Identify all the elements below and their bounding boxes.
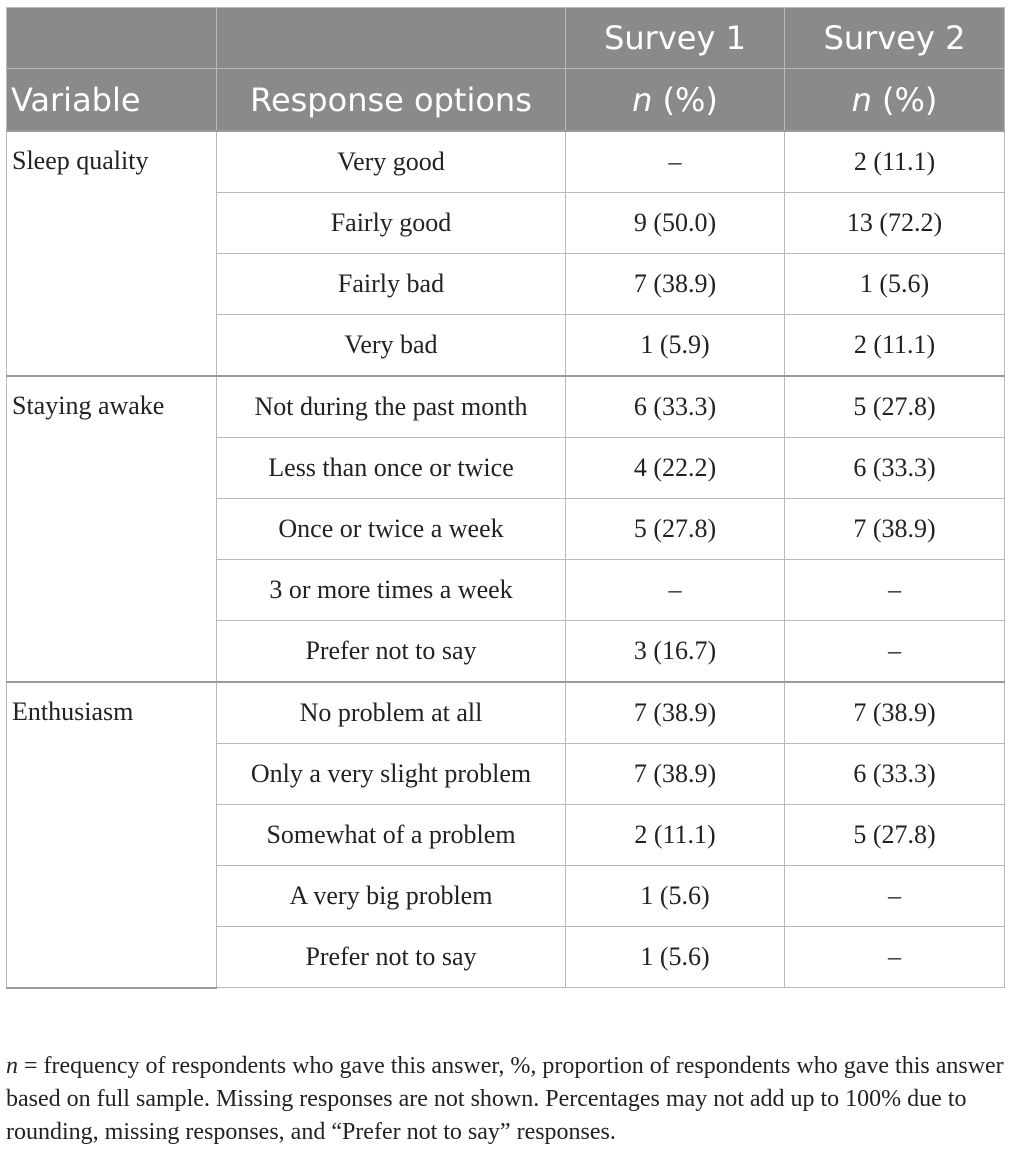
survey-1-cell: 5 (27.8) <box>565 498 785 560</box>
header-response-options: Response options <box>216 68 566 132</box>
table-row: 3 or more times a week – – <box>7 559 1005 621</box>
survey-2-cell: 5 (27.8) <box>784 804 1005 866</box>
survey-1-cell: 1 (5.6) <box>565 926 785 988</box>
response-option-cell: Prefer not to say <box>216 620 566 683</box>
table-body: Sleep quality Very good –2 (11.1) Fairly go… <box>6 130 1005 989</box>
table-row: Only a very slight problem 7 (38.9) 6 (33.… <box>7 743 1005 805</box>
survey-2-cell: – <box>784 865 1005 927</box>
response-option-cell: No problem at all <box>216 681 566 744</box>
header-survey-1: Survey 1 <box>565 7 785 69</box>
variable-cell: Staying awake <box>6 375 217 683</box>
response-option-cell: 3 or more times a week <box>216 559 566 621</box>
table-row: Prefer not to say 1 (5.6) – <box>7 926 1005 988</box>
table-row: Somewhat of a problem 2 (11.1) 5 (27.8) <box>7 804 1005 866</box>
survey-2-cell: 13 (72.2) <box>784 192 1005 254</box>
survey-1-cell: 7 (38.9) <box>565 743 785 805</box>
n-symbol: n <box>632 80 653 119</box>
table-row: Sleep quality Very good –2 (11.1) <box>6 130 1005 377</box>
variable-cell: Sleep quality <box>6 130 217 377</box>
pct-symbol: (%) <box>652 80 718 119</box>
survey-results-table: Survey 1 Survey 2 Variable Response opti… <box>6 7 1005 989</box>
variable-cell: Enthusiasm <box>6 681 217 989</box>
survey-1-cell: 4 (22.2) <box>565 437 785 499</box>
table-row: A very big problem 1 (5.6) – <box>7 865 1005 927</box>
survey-1-cell: 1 (5.6) <box>565 865 785 927</box>
footnote-text: = frequency of respondents who gave this… <box>6 1053 1004 1145</box>
survey-2-cell: – <box>784 559 1005 621</box>
survey-1-cell: 6 (33.3) <box>565 375 785 438</box>
header-row-columns: Variable Response options n (%) n (%) <box>6 68 1005 132</box>
response-option-cell: Very good <box>216 130 566 193</box>
table-row: Enthusiasm No problem at all 7 (38.9) 7 (38… <box>6 681 1005 989</box>
survey-1-cell: 9 (50.0) <box>565 192 785 254</box>
response-option-cell: Once or twice a week <box>216 498 566 560</box>
table-row: Once or twice a week 5 (27.8) 7 (38.9) <box>7 498 1005 560</box>
survey-1-cell: 7 (38.9) <box>565 253 785 315</box>
header-variable: Variable <box>6 68 217 132</box>
response-option-cell: Less than once or twice <box>216 437 566 499</box>
survey-1-cell: 3 (16.7) <box>565 620 785 683</box>
survey-1-cell: – <box>565 559 785 621</box>
header-blank-2 <box>216 7 566 69</box>
survey-table-container: Survey 1 Survey 2 Variable Response opti… <box>6 7 1005 989</box>
survey-2-cell: – <box>784 926 1005 988</box>
survey-2-cell: 1 (5.6) <box>784 253 1005 315</box>
survey-1-cell: 7 (38.9) <box>565 681 785 744</box>
response-option-cell: Very bad <box>216 314 566 377</box>
survey-2-cell: 6 (33.3) <box>784 743 1005 805</box>
table-footnote: n = frequency of respondents who gave th… <box>6 1050 1006 1149</box>
survey-2-cell: 5 (27.8) <box>784 375 1005 438</box>
survey-2-cell: 7 (38.9) <box>784 681 1005 744</box>
n-symbol: n <box>851 80 872 119</box>
survey-1-cell: 2 (11.1) <box>565 804 785 866</box>
survey-2-cell: – <box>784 620 1005 683</box>
pct-symbol: (%) <box>871 80 938 119</box>
survey-2-cell: 2 (11.1) <box>784 130 1005 193</box>
survey-2-cell: 2 (11.1) <box>784 314 1005 377</box>
header-row-surveys: Survey 1 Survey 2 <box>6 7 1005 69</box>
response-option-cell: Fairly good <box>216 192 566 254</box>
header-n-pct-survey-1: n (%) <box>565 68 785 132</box>
response-option-cell: Fairly bad <box>216 253 566 315</box>
survey-1-cell: – <box>565 130 785 193</box>
response-option-cell: Somewhat of a problem <box>216 804 566 866</box>
survey-1-cell: 1 (5.9) <box>565 314 785 377</box>
header-survey-2: Survey 2 <box>784 7 1005 69</box>
header-blank-1 <box>6 7 217 69</box>
table-row: Staying awake Not during the past month 6 … <box>6 375 1005 683</box>
table-row: Fairly good 9 (50.0) 13 (72.2) <box>7 192 1005 254</box>
response-option-cell: A very big problem <box>216 865 566 927</box>
header-n-pct-survey-2: n (%) <box>784 68 1005 132</box>
response-option-cell: Prefer not to say <box>216 926 566 988</box>
table-row: Less than once or twice 4 (22.2) 6 (33.3) <box>7 437 1005 499</box>
table-row: Prefer not to say 3 (16.7) – <box>7 620 1005 683</box>
survey-2-cell: 6 (33.3) <box>784 437 1005 499</box>
response-option-cell: Only a very slight problem <box>216 743 566 805</box>
survey-2-cell: 7 (38.9) <box>784 498 1005 560</box>
table-row: Fairly bad 7 (38.9) 1 (5.6) <box>7 253 1005 315</box>
footnote-n-symbol: n <box>6 1053 18 1079</box>
response-option-cell: Not during the past month <box>216 375 566 438</box>
